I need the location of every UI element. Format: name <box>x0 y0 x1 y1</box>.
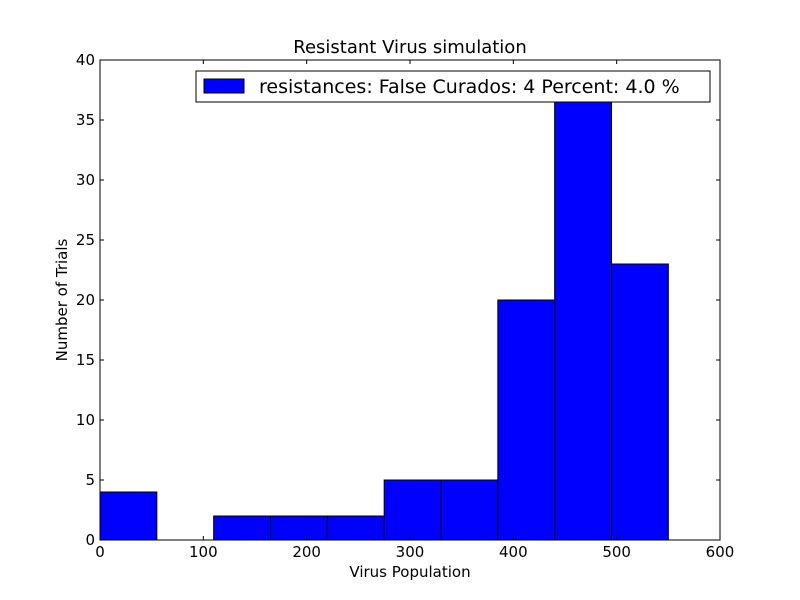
x-tick-label: 300 <box>396 543 425 561</box>
y-axis-label: Number of Trials <box>53 238 71 361</box>
y-tick-label: 20 <box>76 291 95 309</box>
y-tick-label: 0 <box>85 531 95 549</box>
x-tick-labels: 0 100 200 300 400 500 600 <box>95 543 734 561</box>
histogram-bar-5 <box>383 479 442 541</box>
y-tick-label: 30 <box>76 171 95 189</box>
bars-group <box>99 95 669 541</box>
x-tick-label: 0 <box>95 543 105 561</box>
y-tick-label: 40 <box>76 51 95 69</box>
histogram-bar-4 <box>326 515 385 541</box>
y-tick-label: 35 <box>76 111 95 129</box>
histogram-bar-2 <box>213 515 272 541</box>
y-tick-label: 5 <box>85 471 95 489</box>
histogram-bar-9 <box>611 263 669 541</box>
axis-ticks <box>99 59 721 541</box>
x-tick-label: 600 <box>706 543 735 561</box>
x-tick-label: 200 <box>292 543 321 561</box>
x-tick-label: 100 <box>189 543 218 561</box>
histogram-bar-7 <box>497 299 556 541</box>
y-tick-label: 15 <box>76 351 95 369</box>
chart-title: Resistant Virus simulation <box>293 37 526 58</box>
y-tick-label: 10 <box>76 411 95 429</box>
legend-label: resistances: False Curados: 4 Percent: 4… <box>259 76 680 98</box>
legend: resistances: False Curados: 4 Percent: 4… <box>195 70 711 103</box>
histogram-bar-6 <box>440 479 499 541</box>
histogram-bar-0 <box>99 491 158 541</box>
x-tick-label: 500 <box>602 543 631 561</box>
histogram-bar-8 <box>554 95 613 541</box>
y-tick-label: 25 <box>76 231 95 249</box>
histogram-bar-3 <box>270 515 328 541</box>
x-axis-label: Virus Population <box>349 563 470 581</box>
legend-swatch <box>203 78 245 94</box>
legend-box <box>195 70 711 103</box>
x-tick-label: 400 <box>499 543 528 561</box>
y-tick-labels: 0 5 10 15 20 25 30 35 40 <box>76 51 95 549</box>
